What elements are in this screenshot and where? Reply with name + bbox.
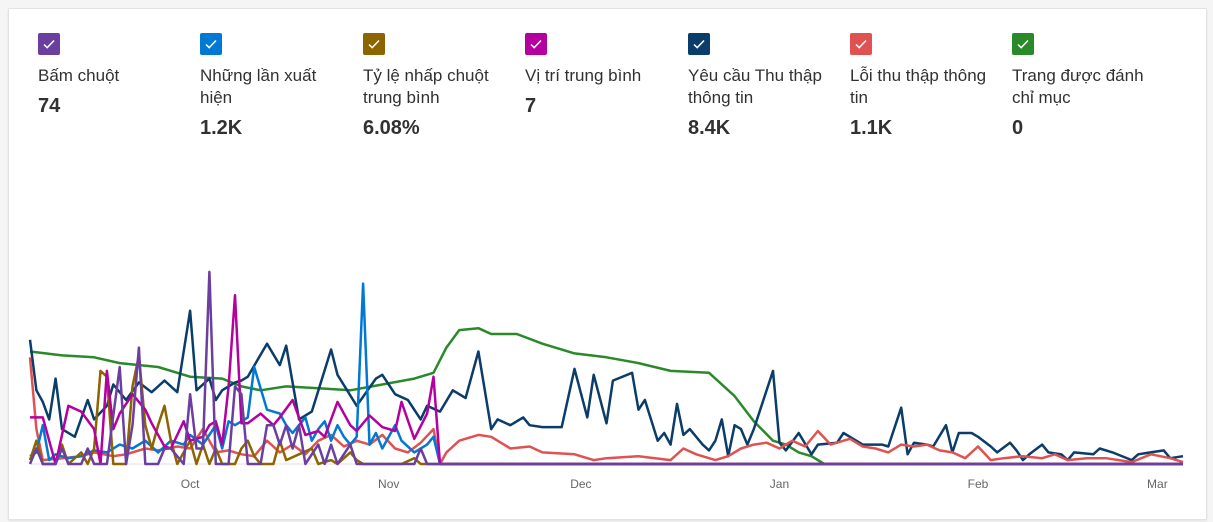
metric-toggle[interactable]: Tỷ lệ nhấp chuột trung bình 6.08% xyxy=(363,33,513,140)
metric-value: 1.2K xyxy=(200,117,243,139)
series-line xyxy=(28,270,1183,466)
x-tick-label: Jan xyxy=(770,477,789,491)
metric-label: Bấm chuột xyxy=(38,66,120,85)
metric-value: 74 xyxy=(38,95,61,117)
x-tick-label: Oct xyxy=(181,477,200,491)
metric-toggle[interactable]: Bấm chuột 74 xyxy=(38,33,188,118)
metric-value: 8.4K xyxy=(688,117,731,139)
checkbox-checked-icon[interactable] xyxy=(525,33,547,55)
metric-label: Yêu cầu Thu thập thông tin xyxy=(688,66,822,107)
metric-toggle[interactable]: Yêu cầu Thu thập thông tin 8.4K xyxy=(688,33,838,140)
metric-label: Tỷ lệ nhấp chuột trung bình xyxy=(363,66,489,107)
series-line xyxy=(30,293,1183,466)
x-tick-label: Mar xyxy=(1147,477,1168,491)
metric-label: Lỗi thu thập thông tin xyxy=(850,66,987,107)
metric-value: 1.1K xyxy=(850,117,893,139)
metric-label: Vị trí trung bình xyxy=(525,66,642,85)
checkbox-checked-icon[interactable] xyxy=(363,33,385,55)
checkbox-checked-icon[interactable] xyxy=(38,33,60,55)
x-tick-label: Nov xyxy=(378,477,399,491)
x-tick-label: Feb xyxy=(968,477,989,491)
metric-value: 7 xyxy=(525,95,537,117)
metric-toggle[interactable]: Lỗi thu thập thông tin 1.1K xyxy=(850,33,1000,140)
checkbox-checked-icon[interactable] xyxy=(1012,33,1034,55)
metric-toggle[interactable]: Vị trí trung bình 7 xyxy=(525,33,675,118)
performance-card xyxy=(8,8,1207,520)
x-tick-label: Dec xyxy=(570,477,591,491)
metric-label: Những lần xuất hiện xyxy=(200,66,317,107)
series-line xyxy=(29,282,1183,466)
checkbox-checked-icon[interactable] xyxy=(688,33,710,55)
checkbox-checked-icon[interactable] xyxy=(850,33,872,55)
checkbox-checked-icon[interactable] xyxy=(200,33,222,55)
metric-toggle[interactable]: Trang được đánh chỉ mục 0 xyxy=(1012,33,1162,140)
metric-value: 0 xyxy=(1012,117,1024,139)
metric-value: 6.08% xyxy=(363,117,420,139)
metric-toggle[interactable]: Những lần xuất hiện 1.2K xyxy=(200,33,350,140)
metric-label: Trang được đánh chỉ mục xyxy=(1012,66,1144,107)
